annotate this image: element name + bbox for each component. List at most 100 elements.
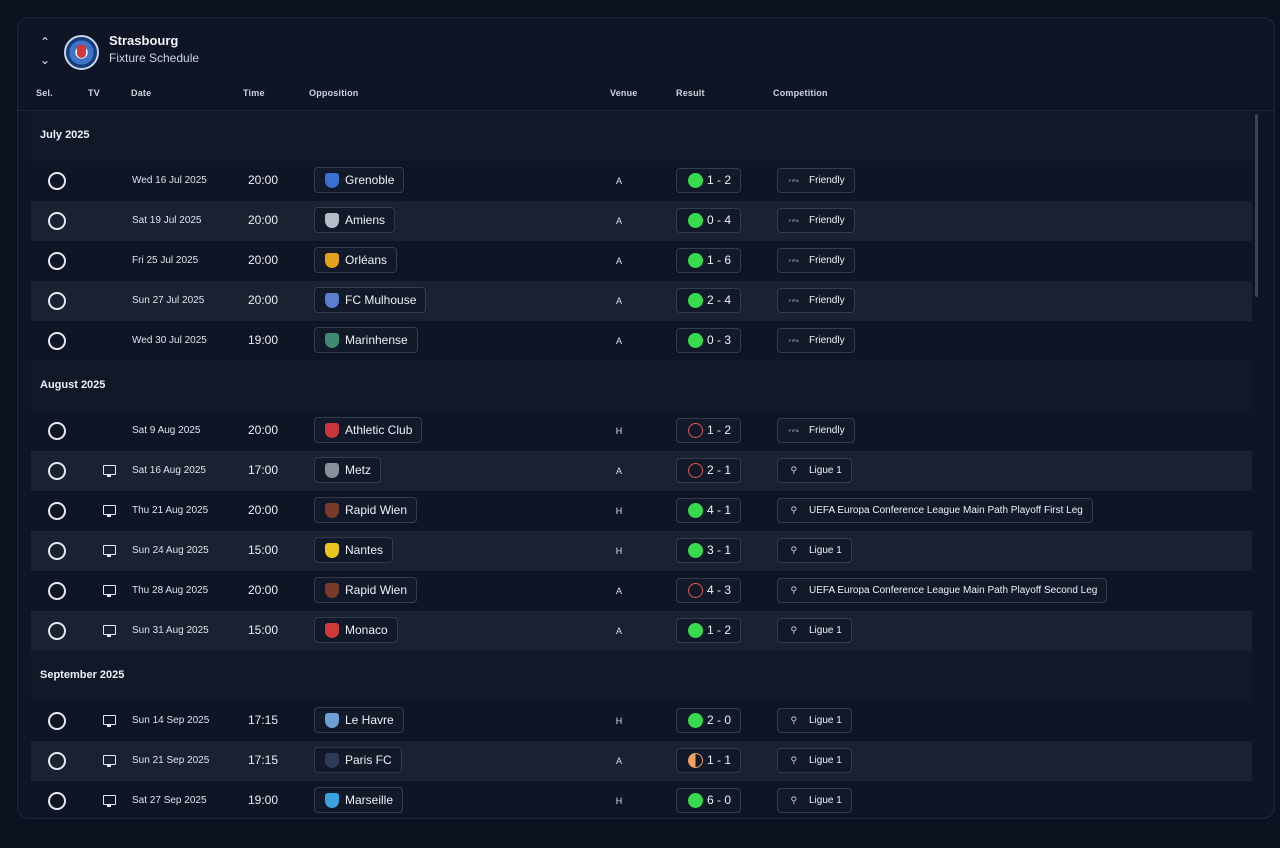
- fixture-row[interactable]: Sun 27 Jul 2025 20:00 FC Mulhouse A 2 - 4 FIF…: [31, 281, 1252, 321]
- club-name[interactable]: Strasbourg: [109, 33, 179, 48]
- select-radio[interactable]: [48, 752, 66, 770]
- opponent-button[interactable]: Rapid Wien: [314, 497, 418, 523]
- result-button[interactable]: 1 - 2: [676, 168, 742, 193]
- column-header-sel[interactable]: Sel.: [36, 88, 53, 98]
- ligue-competition-icon: ⚲: [790, 755, 798, 765]
- opponent-button[interactable]: Monaco: [314, 617, 398, 643]
- fixture-venue: A: [615, 756, 622, 766]
- competition-button[interactable]: ⚲ Ligue 1: [777, 458, 852, 483]
- competition-name: Friendly: [809, 425, 845, 436]
- fixture-row[interactable]: Sun 14 Sep 2025 17:15 Le Havre H 2 - 0 ⚲ Ligue…: [31, 701, 1252, 741]
- competition-button[interactable]: FIFA Friendly: [777, 418, 855, 443]
- result-win-icon: [688, 213, 703, 228]
- competition-button[interactable]: ⚲ UEFA Europa Conference League Main Path…: [777, 498, 1093, 523]
- column-header-time[interactable]: Time: [243, 88, 265, 98]
- opponent-button[interactable]: Grenoble: [314, 167, 405, 193]
- result-win-icon: [688, 293, 703, 308]
- result-button[interactable]: 2 - 0: [676, 708, 742, 733]
- fixture-row[interactable]: Sun 24 Aug 2025 15:00 Nantes H 3 - 1 ⚲ Ligue 1: [31, 531, 1252, 571]
- opponent-button[interactable]: Rapid Wien: [314, 577, 418, 603]
- competition-button[interactable]: FIFA Friendly: [777, 168, 855, 193]
- chevron-up-icon[interactable]: ⌃: [39, 35, 51, 49]
- select-radio[interactable]: [48, 462, 66, 480]
- column-header-venue[interactable]: Venue: [610, 88, 638, 98]
- select-radio[interactable]: [48, 502, 66, 520]
- competition-button[interactable]: ⚲ UEFA Europa Conference League Main Path…: [777, 578, 1108, 603]
- select-radio[interactable]: [48, 542, 66, 560]
- select-radio[interactable]: [48, 622, 66, 640]
- opponent-badge-icon: [325, 583, 339, 598]
- opponent-badge-icon: [325, 503, 339, 518]
- fixture-venue: A: [615, 296, 622, 306]
- select-radio[interactable]: [48, 292, 66, 310]
- fixture-row[interactable]: Sat 9 Aug 2025 20:00 Athletic Club H 1 - 2 FI…: [31, 411, 1252, 451]
- opponent-button[interactable]: Amiens: [314, 207, 396, 233]
- result-button[interactable]: 4 - 3: [676, 578, 742, 603]
- competition-button[interactable]: FIFA Friendly: [777, 248, 855, 273]
- scrollbar-thumb[interactable]: [1255, 114, 1258, 297]
- result-button[interactable]: 3 - 1: [676, 538, 742, 563]
- column-header-tv[interactable]: TV: [88, 88, 100, 98]
- select-radio[interactable]: [48, 212, 66, 230]
- select-radio[interactable]: [48, 332, 66, 350]
- fixture-row[interactable]: Wed 30 Jul 2025 19:00 Marinhense A 0 - 3 FIFA…: [31, 321, 1252, 361]
- result-button[interactable]: 2 - 4: [676, 288, 742, 313]
- competition-button[interactable]: ⚲ Ligue 1: [777, 618, 852, 643]
- fixture-row[interactable]: Wed 16 Jul 2025 20:00 Grenoble A 1 - 2 FIFA Fr…: [31, 161, 1252, 201]
- select-radio[interactable]: [48, 582, 66, 600]
- opponent-button[interactable]: Metz: [314, 457, 382, 483]
- result-button[interactable]: 6 - 0: [676, 788, 742, 813]
- result-score: 1 - 6: [707, 253, 732, 267]
- result-button[interactable]: 0 - 3: [676, 328, 742, 353]
- fixture-time: 17:15: [248, 713, 279, 727]
- opponent-button[interactable]: Orléans: [314, 247, 398, 273]
- club-switcher: ⌃ ⌄: [38, 36, 52, 70]
- result-button[interactable]: 2 - 1: [676, 458, 742, 483]
- column-header-competition[interactable]: Competition: [773, 88, 828, 98]
- fixture-row[interactable]: Sat 19 Jul 2025 20:00 Amiens A 0 - 4 FIFA Frie…: [31, 201, 1252, 241]
- result-button[interactable]: 0 - 4: [676, 208, 742, 233]
- column-header-date[interactable]: Date: [131, 88, 152, 98]
- competition-button[interactable]: ⚲ Ligue 1: [777, 788, 852, 813]
- competition-button[interactable]: ⚲ Ligue 1: [777, 748, 852, 773]
- fixture-row[interactable]: Sun 21 Sep 2025 17:15 Paris FC A 1 - 1 ⚲ Ligue…: [31, 741, 1252, 781]
- fixture-row[interactable]: Sat 27 Sep 2025 19:00 Marseille H 6 - 0 ⚲ Ligu…: [31, 781, 1252, 818]
- result-loss-icon: [688, 463, 703, 478]
- opponent-button[interactable]: Marseille: [314, 787, 404, 813]
- result-button[interactable]: 4 - 1: [676, 498, 742, 523]
- result-win-icon: [688, 333, 703, 348]
- opponent-button[interactable]: Athletic Club: [314, 417, 423, 443]
- result-button[interactable]: 1 - 1: [676, 748, 742, 773]
- select-radio[interactable]: [48, 172, 66, 190]
- opponent-button[interactable]: FC Mulhouse: [314, 287, 427, 313]
- column-header-result[interactable]: Result: [676, 88, 705, 98]
- fixture-date: Fri 25 Jul 2025: [132, 255, 199, 266]
- opponent-button[interactable]: Paris FC: [314, 747, 402, 773]
- select-radio[interactable]: [48, 712, 66, 730]
- result-button[interactable]: 1 - 2: [676, 418, 742, 443]
- fixture-row[interactable]: Thu 28 Aug 2025 20:00 Rapid Wien A 4 - 3 ⚲ UEF…: [31, 571, 1252, 611]
- result-button[interactable]: 1 - 6: [676, 248, 742, 273]
- competition-name: Ligue 1: [809, 755, 842, 766]
- select-radio[interactable]: [48, 252, 66, 270]
- fixture-row[interactable]: Fri 25 Jul 2025 20:00 Orléans A 1 - 6 FIFA Fri…: [31, 241, 1252, 281]
- competition-button[interactable]: ⚲ Ligue 1: [777, 538, 852, 563]
- competition-button[interactable]: FIFA Friendly: [777, 208, 855, 233]
- opponent-badge-icon: [325, 173, 339, 188]
- fixture-row[interactable]: Thu 21 Aug 2025 20:00 Rapid Wien H 4 - 1 ⚲ UEF…: [31, 491, 1252, 531]
- month-header: July 2025: [31, 111, 1252, 161]
- select-radio[interactable]: [48, 792, 66, 810]
- opponent-button[interactable]: Le Havre: [314, 707, 404, 733]
- competition-button[interactable]: FIFA Friendly: [777, 288, 855, 313]
- fixture-row[interactable]: Sat 16 Aug 2025 17:00 Metz A 2 - 1 ⚲ Ligue 1: [31, 451, 1252, 491]
- fixture-row[interactable]: Sun 31 Aug 2025 15:00 Monaco A 1 - 2 ⚲ Ligue 1: [31, 611, 1252, 651]
- column-header-opposition[interactable]: Opposition: [309, 88, 359, 98]
- competition-name: UEFA Europa Conference League Main Path …: [809, 585, 1098, 596]
- opponent-button[interactable]: Nantes: [314, 537, 394, 563]
- chevron-down-icon[interactable]: ⌄: [39, 53, 51, 67]
- select-radio[interactable]: [48, 422, 66, 440]
- result-button[interactable]: 1 - 2: [676, 618, 742, 643]
- opponent-button[interactable]: Marinhense: [314, 327, 418, 353]
- competition-button[interactable]: FIFA Friendly: [777, 328, 855, 353]
- competition-button[interactable]: ⚲ Ligue 1: [777, 708, 852, 733]
